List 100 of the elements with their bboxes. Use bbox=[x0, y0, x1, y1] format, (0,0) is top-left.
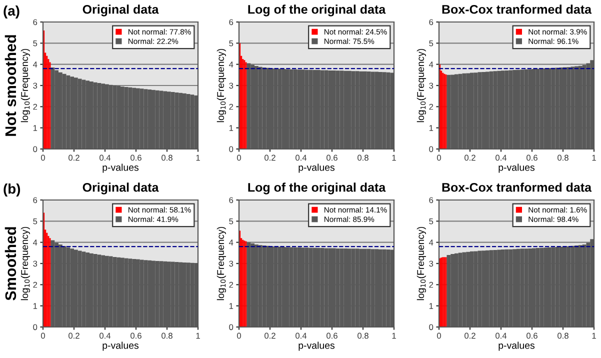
x-tick-label: 0.6 bbox=[526, 154, 538, 161]
x-tick-label: 0.2 bbox=[264, 332, 276, 339]
y-tick-label: 6 bbox=[229, 19, 234, 26]
x-tick-label: 0.8 bbox=[358, 332, 368, 339]
y-tick-label: 6 bbox=[429, 197, 434, 204]
x-axis-title: p-values bbox=[102, 164, 139, 173]
x-tick-label: 0.4 bbox=[100, 154, 111, 161]
x-tick-label: 0.2 bbox=[464, 154, 476, 161]
y-tick-label: 3 bbox=[33, 82, 38, 89]
x-tick-label: 0 bbox=[41, 154, 45, 161]
x-tick-label: 0 bbox=[237, 332, 241, 339]
y-tick-label: 0 bbox=[429, 146, 434, 152]
y-tick-label: 6 bbox=[33, 19, 38, 26]
y-tick-label: 2 bbox=[429, 282, 434, 288]
x-tick-label: 0.6 bbox=[526, 332, 538, 339]
y-tick-label: 0 bbox=[33, 324, 38, 330]
y-tick-label: 4 bbox=[229, 62, 234, 68]
x-tick-label: 0.4 bbox=[100, 332, 111, 339]
y-axis-title: log$_{10}$(Frequency) bbox=[216, 48, 226, 122]
y-tick-label: 6 bbox=[429, 19, 434, 26]
y-tick-label: 5 bbox=[33, 40, 38, 46]
x-tick-label: 0 bbox=[41, 332, 45, 339]
y-tick-label: 4 bbox=[429, 240, 434, 246]
y-tick-label: 3 bbox=[229, 260, 234, 267]
x-tick-label: 0.6 bbox=[326, 154, 338, 161]
y-tick-label: 5 bbox=[229, 218, 234, 224]
chart-title: Original data bbox=[82, 4, 159, 16]
y-axis-title: log$_{10}$(Frequency) bbox=[416, 226, 426, 300]
y-tick-label: 1 bbox=[229, 125, 234, 131]
y-tick-label: 2 bbox=[33, 282, 38, 288]
x-tick-label: 0.6 bbox=[130, 154, 142, 161]
x-tick-label: 1 bbox=[196, 332, 200, 339]
x-tick-label: 0.8 bbox=[358, 154, 368, 161]
x-tick-label: 1 bbox=[392, 154, 396, 161]
y-tick-label: 2 bbox=[229, 282, 234, 288]
y-axis-title: log$_{10}$(Frequency) bbox=[216, 226, 226, 300]
y-tick-label: 0 bbox=[229, 324, 234, 330]
y-axis-title: log$_{10}$(Frequency) bbox=[20, 226, 30, 300]
x-axis-title: p-values bbox=[498, 342, 535, 351]
y-tick-label: 1 bbox=[429, 303, 434, 309]
y-tick-label: 4 bbox=[33, 240, 38, 246]
chart-title: Log of the original data bbox=[248, 4, 386, 16]
chart-title: Box-Cox tranformed data bbox=[442, 182, 592, 192]
y-tick-label: 5 bbox=[33, 218, 38, 224]
y-tick-label: 1 bbox=[33, 125, 38, 131]
text: Smoothed bbox=[4, 227, 16, 300]
y-tick-label: 4 bbox=[429, 62, 434, 68]
x-tick-label: 0 bbox=[437, 154, 441, 161]
x-tick-label: 0.4 bbox=[296, 154, 307, 161]
chart-title: Box-Cox tranformed data bbox=[442, 4, 592, 14]
y-tick-label: 4 bbox=[229, 240, 234, 246]
x-tick-label: 0.8 bbox=[162, 332, 172, 339]
y-tick-label: 1 bbox=[229, 303, 234, 309]
x-tick-label: 0.8 bbox=[558, 332, 568, 339]
x-tick-label: 0.4 bbox=[496, 332, 507, 339]
y-tick-label: 0 bbox=[429, 324, 434, 330]
y-tick-label: 0 bbox=[229, 146, 234, 152]
x-tick-label: 0.4 bbox=[496, 154, 507, 161]
x-tick-label: 0.6 bbox=[326, 332, 338, 339]
x-tick-label: 0.2 bbox=[68, 154, 80, 161]
chart-title: Log of the original data bbox=[248, 182, 386, 194]
y-axis-title: log$_{10}$(Frequency) bbox=[20, 48, 30, 122]
x-tick-label: 0.6 bbox=[130, 332, 142, 339]
y-tick-label: 1 bbox=[33, 303, 38, 309]
y-tick-label: 3 bbox=[429, 82, 434, 89]
y-tick-label: 2 bbox=[33, 104, 38, 110]
x-tick-label: 0.2 bbox=[68, 332, 80, 339]
x-tick-label: 0.4 bbox=[296, 332, 307, 339]
x-tick-label: 0.2 bbox=[464, 332, 476, 339]
y-tick-label: 3 bbox=[33, 260, 38, 267]
x-tick-label: 1 bbox=[392, 332, 396, 339]
y-tick-label: 5 bbox=[429, 40, 434, 46]
chart-title: Original data bbox=[82, 182, 159, 194]
x-axis-title: p-values bbox=[498, 164, 535, 173]
x-axis-title: p-values bbox=[298, 164, 335, 173]
x-tick-label: 0.2 bbox=[264, 154, 276, 161]
x-tick-label: 1 bbox=[592, 154, 596, 161]
y-tick-label: 5 bbox=[429, 218, 434, 224]
y-tick-label: 2 bbox=[229, 104, 234, 110]
y-tick-label: 0 bbox=[33, 146, 38, 152]
y-tick-label: 1 bbox=[429, 125, 434, 131]
x-tick-label: 1 bbox=[592, 332, 596, 339]
y-tick-label: 2 bbox=[429, 104, 434, 110]
text: (a) bbox=[4, 6, 20, 18]
y-axis-title: log$_{10}$(Frequency) bbox=[416, 48, 426, 122]
x-tick-label: 0 bbox=[437, 332, 441, 339]
y-tick-label: 3 bbox=[229, 82, 234, 89]
x-tick-label: 0.8 bbox=[558, 154, 568, 161]
y-tick-label: 3 bbox=[429, 260, 434, 267]
y-tick-label: 6 bbox=[229, 197, 234, 204]
y-tick-label: 6 bbox=[33, 197, 38, 204]
text: (b) bbox=[4, 184, 20, 196]
x-axis-title: p-values bbox=[298, 342, 335, 351]
x-tick-label: 0 bbox=[237, 154, 241, 161]
x-tick-label: 0.8 bbox=[162, 154, 172, 161]
x-tick-label: 1 bbox=[196, 154, 200, 161]
y-tick-label: 4 bbox=[33, 62, 38, 68]
x-axis-title: p-values bbox=[102, 342, 139, 351]
y-tick-label: 5 bbox=[229, 40, 234, 46]
text: Not smoothed bbox=[4, 35, 16, 136]
